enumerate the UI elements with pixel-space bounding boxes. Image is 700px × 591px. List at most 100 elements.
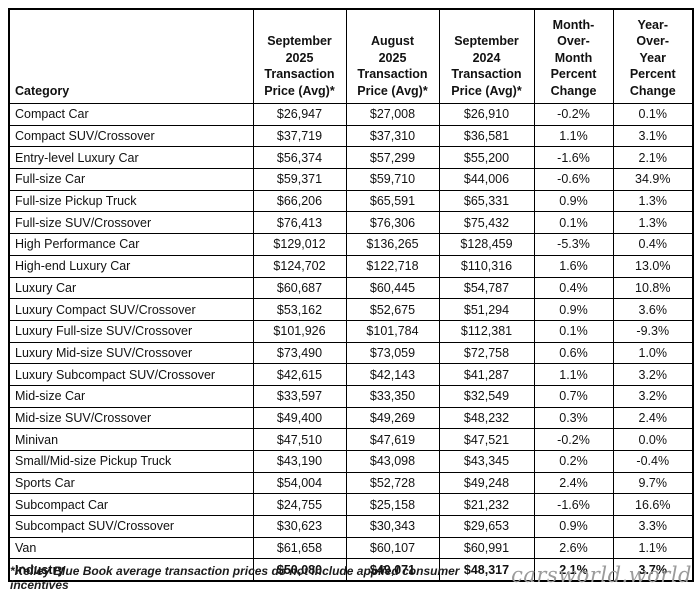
column-header: August 2025 Transaction Price (Avg)* (345, 8, 440, 104)
value-cell: $101,784 (345, 319, 440, 343)
value-cell: $73,059 (345, 341, 440, 365)
value-cell: $49,400 (252, 406, 347, 430)
value-cell: $65,331 (438, 189, 535, 213)
table-row: Full-size SUV/Crossover $76,413 $76,306 $75… (8, 211, 694, 235)
watermark: carsworld.world (511, 563, 692, 587)
value-cell: $122,718 (345, 254, 440, 278)
value-cell: 10.8% (612, 276, 694, 300)
table-row: Subcompact SUV/Crossover $30,623 $30,343 $2… (8, 515, 694, 538)
value-cell: 3.7% (612, 558, 694, 582)
value-cell: $27,008 (345, 103, 440, 126)
value-cell: $52,728 (345, 471, 440, 495)
value-cell: 0.9% (533, 189, 614, 213)
value-cell: $53,162 (252, 298, 347, 321)
category-cell: Mid-size Car (8, 384, 254, 408)
value-cell: 2.1% (612, 146, 694, 170)
value-cell: -9.3% (612, 319, 694, 343)
transaction-price-table: Category September 2025 Transaction Price (… (8, 8, 694, 583)
value-cell: $101,926 (252, 319, 347, 343)
category-cell: Luxury Subcompact SUV/Crossover (8, 363, 254, 386)
table-row: Industry $50,080 $49,071 $48,317 2.1% 3.7% (8, 558, 694, 582)
table-row: Full-size Car $59,371 $59,710 $44,006 -0.6% 3… (8, 168, 694, 191)
category-cell: Luxury Compact SUV/Crossover (8, 298, 254, 321)
value-cell: -0.2% (533, 103, 614, 126)
category-cell: Van (8, 536, 254, 560)
value-cell: $54,787 (438, 276, 535, 300)
value-cell: 3.2% (612, 363, 694, 386)
table-row: Entry-level Luxury Car $56,374 $57,299 $55,… (8, 146, 694, 170)
value-cell: $66,206 (252, 189, 347, 213)
value-cell: $49,248 (438, 471, 535, 495)
table-row: High-end Luxury Car $124,702 $122,718 $110,… (8, 254, 694, 278)
table-row: Sports Car $54,004 $52,728 $49,248 2.4% 9.7% (8, 471, 694, 495)
value-cell: 9.7% (612, 471, 694, 495)
value-cell: $42,615 (252, 363, 347, 386)
value-cell: $29,653 (438, 515, 535, 538)
value-cell: 1.3% (612, 211, 694, 235)
value-cell: $47,521 (438, 428, 535, 451)
value-cell: $44,006 (438, 168, 535, 191)
table-row: Mid-size Car $33,597 $33,350 $32,549 0.7% 3.2… (8, 384, 694, 408)
category-cell: Subcompact SUV/Crossover (8, 515, 254, 538)
value-cell: $60,687 (252, 276, 347, 300)
value-cell: 3.3% (612, 515, 694, 538)
category-cell: Minivan (8, 428, 254, 451)
value-cell: 0.1% (533, 319, 614, 343)
value-cell: $33,597 (252, 384, 347, 408)
value-cell: 0.9% (533, 515, 614, 538)
value-cell: $43,345 (438, 450, 535, 473)
value-cell: $30,343 (345, 515, 440, 538)
value-cell: 0.4% (612, 233, 694, 256)
table-row: Luxury Mid-size SUV/Crossover $73,490 $73,… (8, 341, 694, 365)
value-cell: $124,702 (252, 254, 347, 278)
value-cell: $60,991 (438, 536, 535, 560)
value-cell: $43,190 (252, 450, 347, 473)
value-cell: 2.4% (533, 471, 614, 495)
column-header: September 2024 Transaction Price (Avg)* (438, 8, 535, 104)
table-row: Small/Mid-size Pickup Truck $43,190 $43,09… (8, 450, 694, 473)
value-cell: $136,265 (345, 233, 440, 256)
value-cell: $47,619 (345, 428, 440, 451)
value-cell: $48,232 (438, 406, 535, 430)
category-cell: Full-size Pickup Truck (8, 189, 254, 213)
value-cell: $49,071 (345, 558, 440, 582)
category-cell: Sports Car (8, 471, 254, 495)
value-cell: $129,012 (252, 233, 347, 256)
value-cell: $110,316 (438, 254, 535, 278)
value-cell: $30,623 (252, 515, 347, 538)
value-cell: $61,658 (252, 536, 347, 560)
value-cell: $76,413 (252, 211, 347, 235)
table-row: Luxury Compact SUV/Crossover $53,162 $52,6… (8, 298, 694, 321)
value-cell: $25,158 (345, 493, 440, 517)
category-cell: Mid-size SUV/Crossover (8, 406, 254, 430)
value-cell: 0.4% (533, 276, 614, 300)
category-cell: Compact SUV/Crossover (8, 124, 254, 148)
value-cell: 2.4% (612, 406, 694, 430)
value-cell: 34.9% (612, 168, 694, 191)
category-cell: Luxury Full-size SUV/Crossover (8, 319, 254, 343)
header-row: Category September 2025 Transaction Price (… (8, 8, 694, 104)
table-row: Subcompact Car $24,755 $25,158 $21,232 -1.6%… (8, 493, 694, 517)
table-row: Luxury Subcompact SUV/Crossover $42,615 $4… (8, 363, 694, 386)
value-cell: $59,371 (252, 168, 347, 191)
category-cell: Full-size SUV/Crossover (8, 211, 254, 235)
value-cell: -0.2% (533, 428, 614, 451)
value-cell: $42,143 (345, 363, 440, 386)
category-cell: Subcompact Car (8, 493, 254, 517)
table-row: Luxury Car $60,687 $60,445 $54,787 0.4% 10.8% (8, 276, 694, 300)
column-header: Month- Over- Month Percent Change (533, 8, 614, 104)
table-row: Van $61,658 $60,107 $60,991 2.6% 1.1% (8, 536, 694, 560)
category-cell: High Performance Car (8, 233, 254, 256)
category-cell: High-end Luxury Car (8, 254, 254, 278)
value-cell: 2.1% (533, 558, 614, 582)
value-cell: $112,381 (438, 319, 535, 343)
value-cell: 1.1% (533, 124, 614, 148)
column-header: September 2025 Transaction Price (Avg)* (252, 8, 347, 104)
value-cell: $55,200 (438, 146, 535, 170)
table-row: Minivan $47,510 $47,619 $47,521 -0.2% 0.0% (8, 428, 694, 451)
value-cell: 2.6% (533, 536, 614, 560)
column-header-category: Category (8, 8, 254, 104)
value-cell: $24,755 (252, 493, 347, 517)
value-cell: $26,910 (438, 103, 535, 126)
